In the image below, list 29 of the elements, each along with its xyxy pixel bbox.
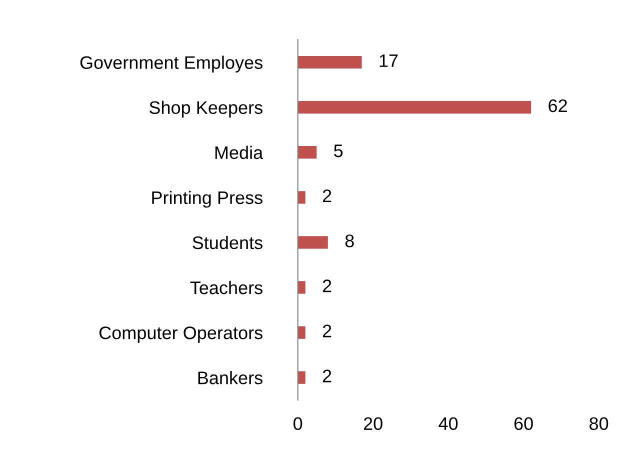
data-label: 8 bbox=[345, 234, 354, 248]
bar bbox=[298, 56, 362, 69]
y-tick-label: Teachers bbox=[190, 280, 262, 294]
data-label: 5 bbox=[334, 144, 343, 158]
x-tick-label: 80 bbox=[590, 417, 608, 430]
bar bbox=[298, 326, 306, 339]
x-tick-label: 60 bbox=[514, 417, 533, 430]
x-tick-label: 0 bbox=[294, 417, 302, 430]
y-tick-label: Bankers bbox=[198, 371, 262, 384]
x-tick-label: 20 bbox=[364, 417, 382, 430]
x-tick-label: 40 bbox=[438, 417, 458, 430]
data-label: 17 bbox=[380, 54, 398, 67]
bar bbox=[298, 236, 328, 249]
data-label: 2 bbox=[322, 324, 332, 338]
y-tick-label: Government Employes bbox=[80, 56, 262, 73]
y-tick-label: Students bbox=[192, 236, 262, 250]
y-tick-label: Printing Press bbox=[152, 190, 262, 208]
y-tick-label: Shop Keepers bbox=[149, 100, 262, 118]
bar bbox=[298, 371, 306, 384]
data-label: 2 bbox=[322, 370, 332, 382]
data-label: 2 bbox=[322, 189, 332, 202]
y-tick-label: Media bbox=[215, 146, 264, 160]
data-label: 62 bbox=[548, 99, 567, 112]
bar bbox=[298, 100, 532, 114]
bar bbox=[298, 191, 306, 204]
y-tick-label: Computer Operators bbox=[99, 326, 262, 343]
data-label: 2 bbox=[322, 280, 332, 292]
bar bbox=[298, 146, 317, 159]
bar bbox=[298, 281, 306, 294]
